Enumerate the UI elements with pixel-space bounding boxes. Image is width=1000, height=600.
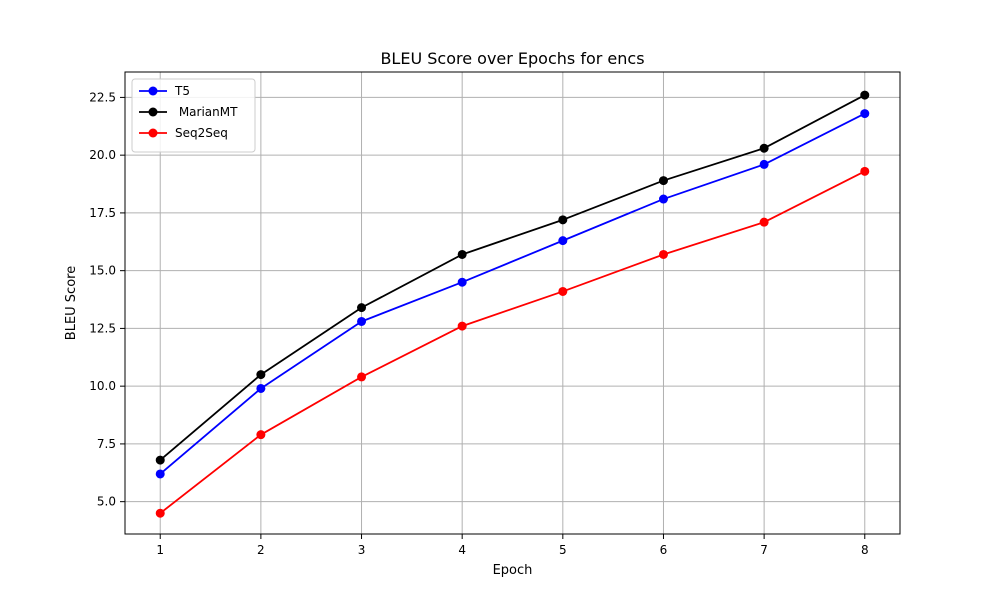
series-line-t5 [159,112,866,475]
data-point-t5 [256,383,266,393]
data-point-marianmt [457,249,467,259]
y-tick-label: 20.0 [89,148,116,162]
legend-label: MarianMT [175,105,238,119]
x-tick-label: 6 [660,543,668,557]
data-point-seq2seq [860,166,870,176]
data-point-seq2seq [558,286,568,296]
series-seq2seq [155,166,870,518]
data-point-t5 [155,469,165,479]
series-marianmt [155,90,870,465]
grid-lines [125,72,900,534]
y-tick-label: 22.5 [89,90,116,104]
series-layer [155,90,870,518]
data-point-seq2seq [457,321,467,331]
legend-item: T5 [139,84,190,98]
series-t5 [155,109,870,479]
legend-marker [148,107,158,117]
x-tick-label: 7 [760,543,768,557]
x-tick-label: 4 [458,543,466,557]
data-point-seq2seq [256,430,266,440]
legend-marker [148,86,158,96]
x-tick-label: 8 [861,543,869,557]
data-point-t5 [759,159,769,169]
data-point-t5 [658,194,668,204]
x-axis-label: Epoch [493,563,533,578]
x-tick-label: 1 [156,543,164,557]
data-point-seq2seq [759,217,769,227]
axis-ticks: 1 2 3 4 5 6 7 8 5.0 7.5 10.0 12.5 15.0 17.5 20.0 22.5 [89,90,868,557]
data-point-t5 [558,236,568,246]
x-tick-label: 2 [257,543,265,557]
x-tick-label: 5 [559,543,567,557]
y-tick-label: 12.5 [89,321,116,335]
y-tick-label: 7.5 [97,437,116,451]
legend-label: Seq2Seq [175,126,228,140]
data-point-t5 [357,316,367,326]
data-point-marianmt [658,176,668,186]
data-point-marianmt [155,455,165,465]
data-point-marianmt [759,143,769,153]
legend: T5 MarianMT Seq2Seq [131,78,256,153]
y-tick-label: 5.0 [97,495,116,509]
data-point-seq2seq [658,249,668,259]
plot-frame [124,71,901,535]
data-point-t5 [860,109,870,119]
series-line-seq2seq [159,170,866,514]
data-point-marianmt [558,215,568,225]
legend-label: T5 [174,84,190,98]
data-point-seq2seq [357,372,367,382]
chart-title: BLEU Score over Epochs for encs [380,49,644,68]
data-point-marianmt [357,303,367,313]
x-tick-label: 3 [358,543,366,557]
y-tick-label: 17.5 [89,206,116,220]
legend-item: Seq2Seq [139,126,228,140]
series-line-marianmt [159,94,866,461]
legend-item: MarianMT [139,105,238,119]
legend-marker [148,128,158,138]
data-point-t5 [457,277,467,287]
y-tick-label: 10.0 [89,379,116,393]
y-tick-label: 15.0 [89,264,116,278]
data-point-marianmt [256,370,266,380]
y-axis-label: BLEU Score [64,266,79,340]
data-point-seq2seq [155,508,165,518]
data-point-marianmt [860,90,870,100]
